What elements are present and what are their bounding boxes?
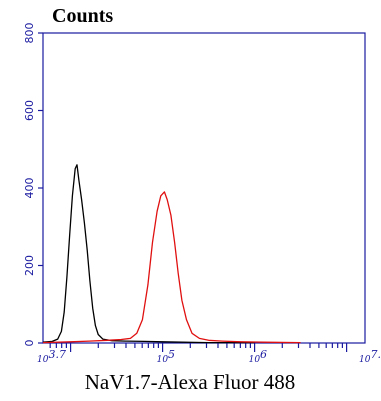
y-axis-label: Counts [52, 5, 113, 27]
y-tick-label: 600 [23, 100, 36, 121]
y-tick-label: 200 [23, 255, 36, 276]
x-tick-label: 106 [249, 348, 267, 365]
x-axis-ticks: 103.7 105 106 107.2 [37, 343, 381, 365]
series-group [42, 164, 301, 344]
histogram-series-1 [42, 164, 255, 344]
y-axis-ticks: 0 200 400 600 800 [23, 23, 43, 347]
x-tick-label: 107.2 [359, 348, 381, 365]
y-tick-label: 400 [23, 178, 36, 199]
x-axis-label: NaV1.7-Alexa Fluor 488 [85, 370, 296, 394]
histogram-series-2 [42, 191, 301, 344]
y-tick-label: 800 [23, 23, 36, 44]
x-tick-label: 105 [157, 348, 175, 365]
y-tick-label: 0 [23, 340, 36, 347]
x-tick-label: 103.7 [37, 348, 66, 365]
